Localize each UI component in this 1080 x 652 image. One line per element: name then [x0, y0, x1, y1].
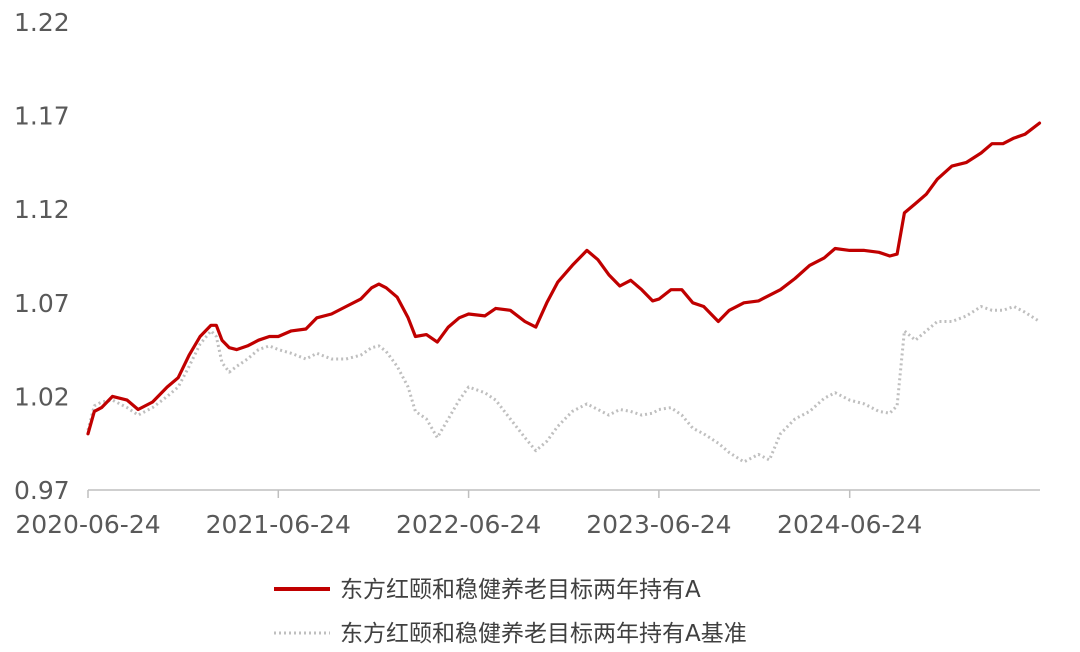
y-tick-label: 1.12 — [14, 195, 70, 224]
legend-label: 东方红颐和稳健养老目标两年持有A — [340, 577, 701, 603]
x-tick-label: 2024-06-24 — [777, 510, 922, 539]
legend: 东方红颐和稳健养老目标两年持有A 东方红颐和稳健养老目标两年持有A基准 — [274, 577, 747, 647]
benchmark-series-line — [86, 305, 1041, 464]
series-layer — [86, 121, 1042, 464]
y-tick-label: 1.22 — [14, 8, 70, 37]
x-tick-label: 2020-06-24 — [15, 510, 160, 539]
x-axis: 2020-06-24 2021-06-24 2022-06-24 2023-06-24… — [15, 489, 1040, 539]
y-axis-ticks: 0.97 1.02 1.07 1.12 1.17 1.22 — [14, 8, 70, 505]
x-tick-label: 2023-06-24 — [586, 510, 731, 539]
x-tick-label: 2021-06-24 — [206, 510, 351, 539]
fund-series-line — [86, 121, 1042, 436]
y-tick-label: 1.02 — [14, 382, 70, 411]
x-tick-label: 2022-06-24 — [396, 510, 541, 539]
y-tick-label: 1.17 — [14, 102, 70, 131]
legend-label: 东方红颐和稳健养老目标两年持有A基准 — [340, 621, 747, 647]
y-tick-label: 0.97 — [14, 476, 70, 505]
y-tick-label: 1.07 — [14, 289, 70, 318]
